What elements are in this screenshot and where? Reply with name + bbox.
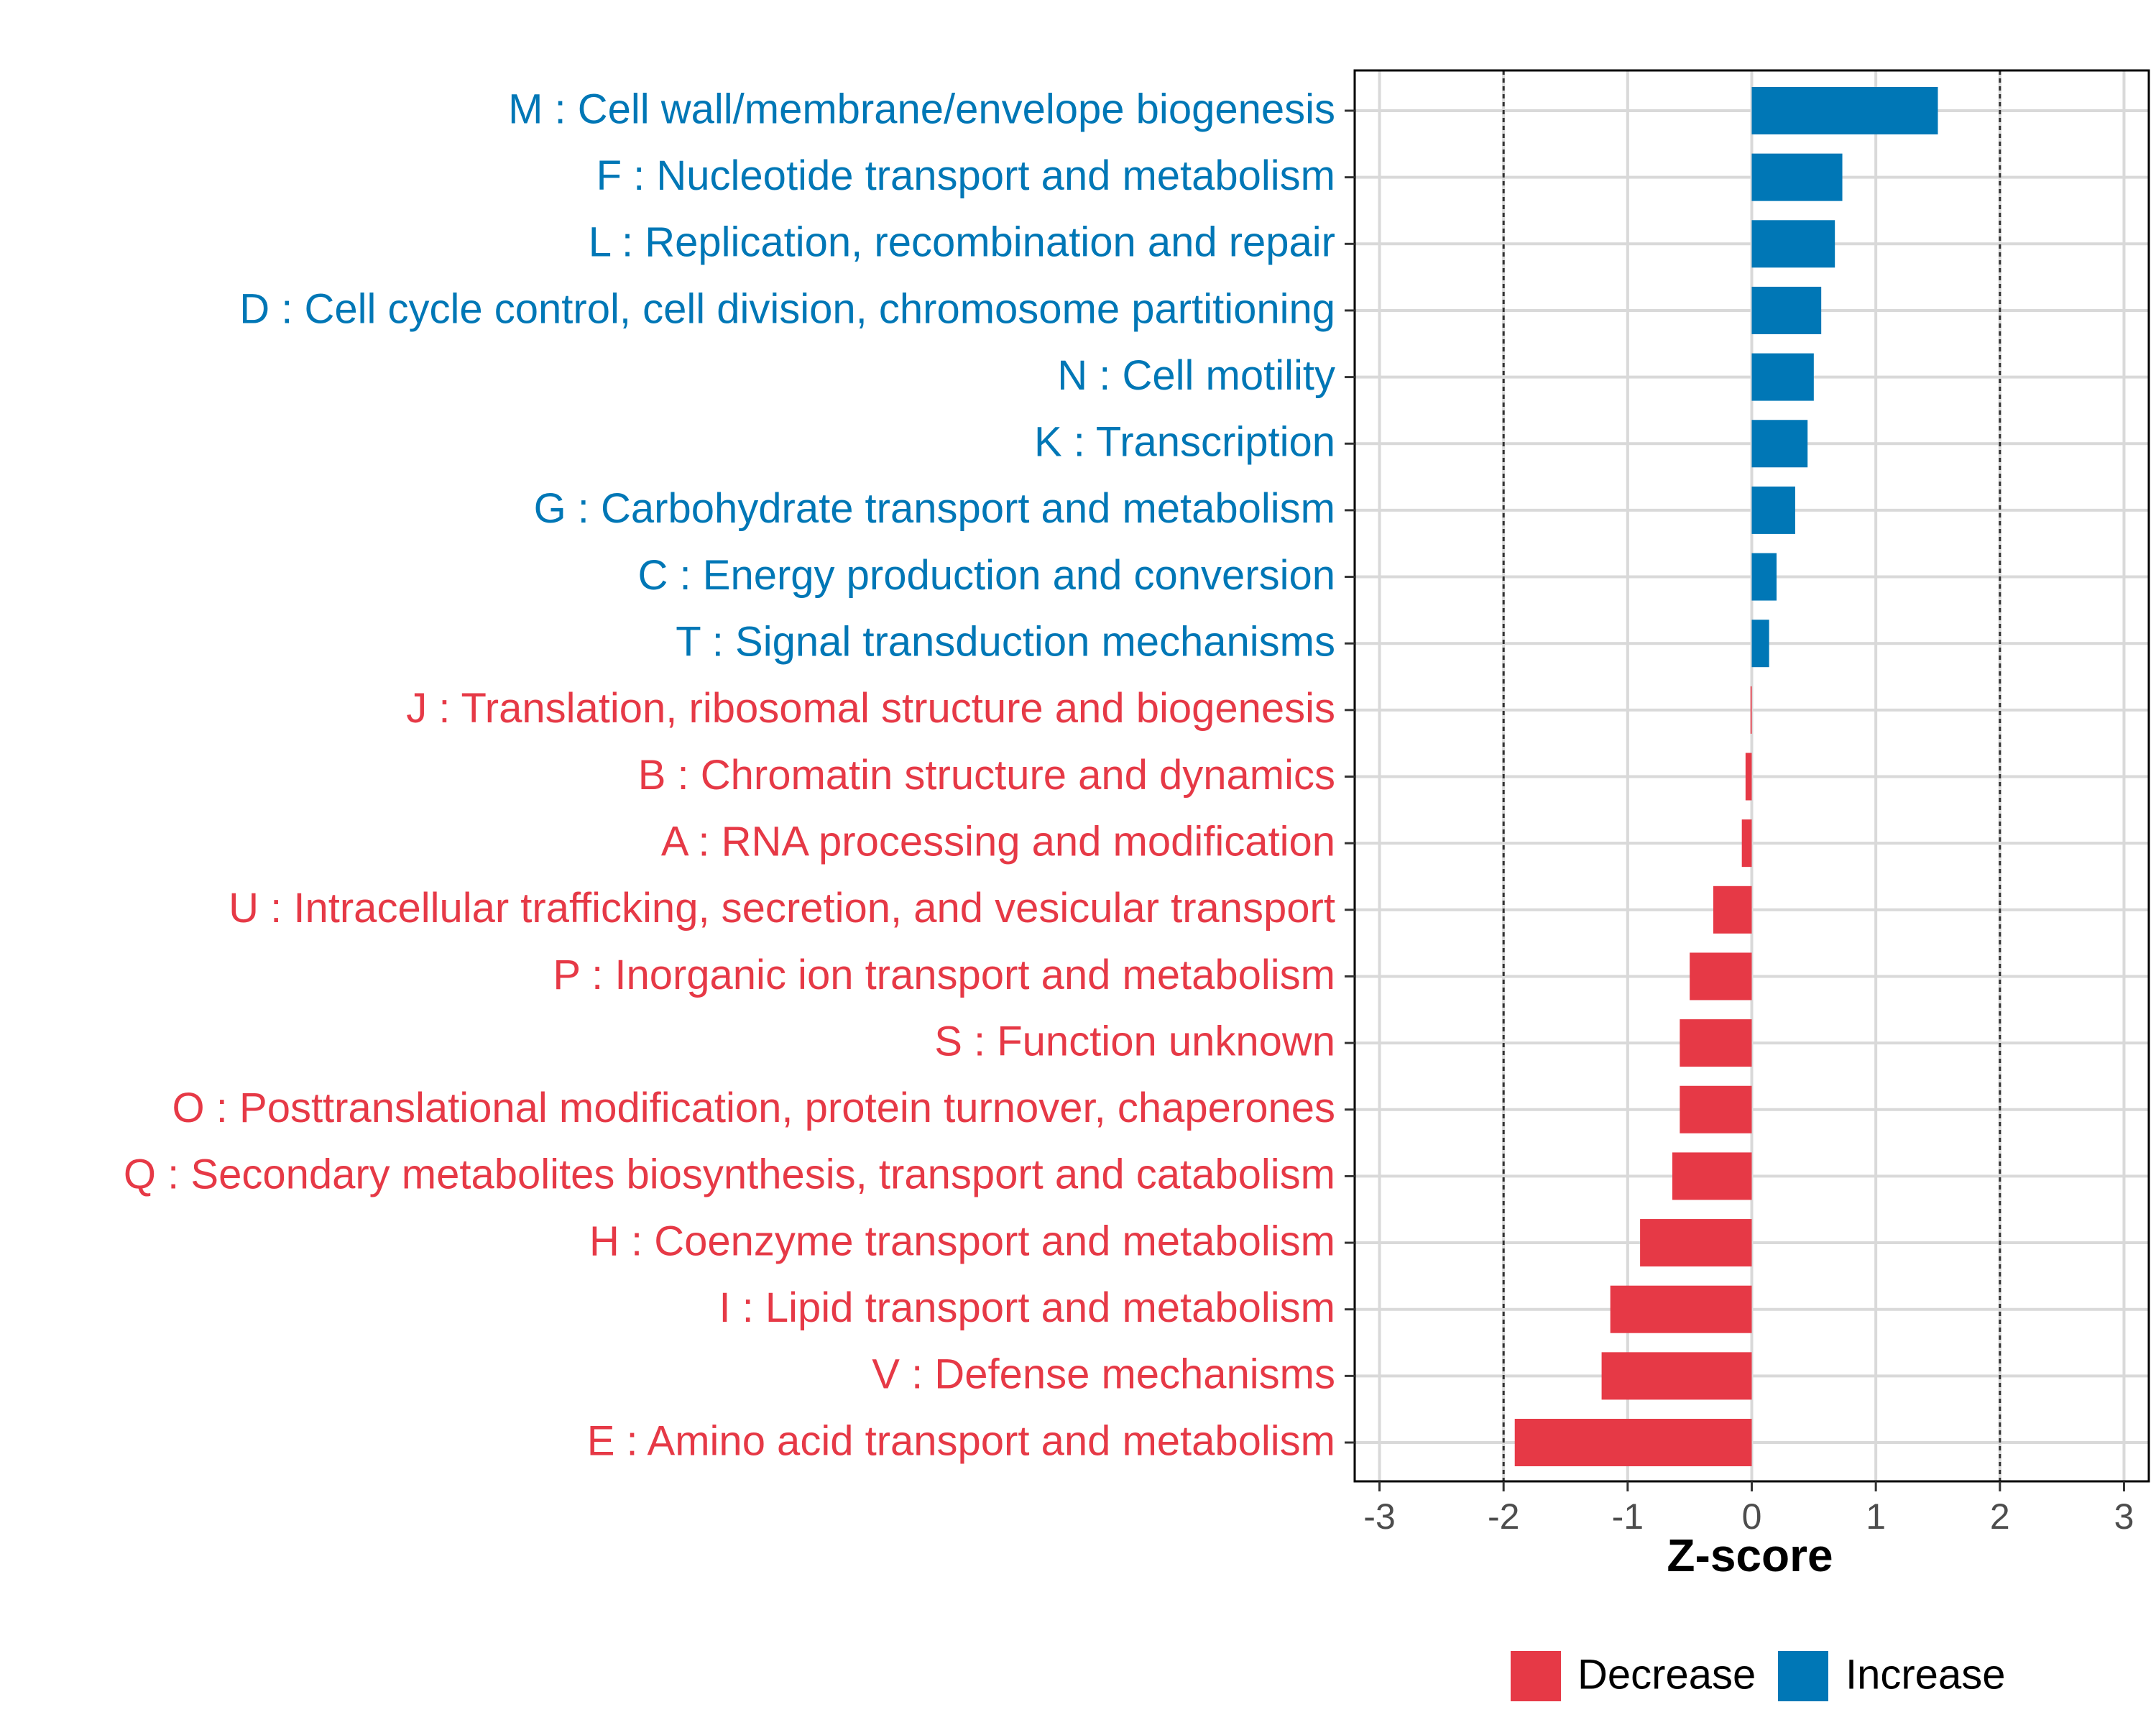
- category-label: N : Cell motility: [1057, 352, 1335, 399]
- category-label: V : Defense mechanisms: [872, 1351, 1335, 1398]
- bars: [1514, 87, 1938, 1466]
- x-tick-label: -2: [1488, 1496, 1519, 1537]
- bar: [1751, 220, 1835, 268]
- bar: [1514, 1419, 1752, 1466]
- x-tick-label: -3: [1363, 1496, 1395, 1537]
- bar: [1672, 1152, 1752, 1200]
- category-label: F : Nucleotide transport and metabolism: [596, 152, 1335, 199]
- bar: [1690, 952, 1752, 1000]
- category-label: E : Amino acid transport and metabolism: [587, 1417, 1335, 1464]
- category-label: T : Signal transduction mechanisms: [676, 619, 1335, 666]
- category-label: L : Replication, recombination and repai…: [589, 219, 1335, 266]
- bar: [1601, 1352, 1752, 1400]
- bar: [1741, 819, 1752, 868]
- bar: [1751, 87, 1938, 134]
- category-label: A : RNA processing and modification: [661, 818, 1335, 865]
- bar: [1751, 353, 1814, 401]
- category-label: U : Intracellular trafficking, secretion…: [229, 885, 1335, 932]
- bar: [1751, 486, 1795, 534]
- category-label: O : Posttranslational modification, prot…: [172, 1085, 1335, 1131]
- legend-label: Decrease: [1577, 1651, 1756, 1698]
- x-axis-ticks: -3 -2 -1 0 1 2 3: [1363, 1481, 2134, 1537]
- bar: [1750, 686, 1752, 734]
- bar: [1713, 886, 1752, 934]
- category-label: C : Energy production and conversion: [638, 552, 1335, 599]
- bar: [1751, 553, 1777, 601]
- category-labels: M : Cell wall/membrane/envelope biogenes…: [124, 86, 1335, 1464]
- x-tick-label: 3: [2114, 1496, 2134, 1537]
- category-label: H : Coenzyme transport and metabolism: [589, 1218, 1335, 1264]
- category-label: P : Inorganic ion transport and metaboli…: [553, 952, 1335, 998]
- x-tick-label: -1: [1612, 1496, 1644, 1537]
- y-axis-ticks: [1345, 109, 1355, 1444]
- bar: [1751, 620, 1769, 668]
- category-label: J : Translation, ribosomal structure and…: [406, 685, 1335, 732]
- category-label: G : Carbohydrate transport and metabolis…: [534, 485, 1335, 532]
- bar: [1751, 420, 1808, 468]
- legend-label: Increase: [1846, 1651, 2005, 1698]
- reference-lines: [1502, 70, 2001, 1481]
- bar: [1751, 286, 1822, 334]
- legend-swatch: [1511, 1651, 1561, 1701]
- bar: [1680, 1019, 1752, 1067]
- x-tick-label: 0: [1742, 1496, 1762, 1537]
- bar: [1640, 1219, 1752, 1267]
- category-label: K : Transcription: [1034, 419, 1335, 466]
- category-label: B : Chromatin structure and dynamics: [638, 752, 1335, 799]
- bar: [1745, 753, 1752, 801]
- bar: [1680, 1085, 1752, 1133]
- category-label: I : Lipid transport and metabolism: [719, 1284, 1335, 1331]
- category-label: S : Function unknown: [934, 1018, 1335, 1064]
- category-label: D : Cell cycle control, cell division, c…: [239, 285, 1335, 332]
- category-label: M : Cell wall/membrane/envelope biogenes…: [508, 86, 1335, 132]
- bar: [1751, 153, 1843, 201]
- bar: [1610, 1285, 1752, 1333]
- x-tick-label: 1: [1866, 1496, 1886, 1537]
- x-axis-title: Z-score: [1667, 1530, 1833, 1581]
- x-tick-label: 2: [1990, 1496, 2010, 1537]
- legend-swatch: [1778, 1651, 1828, 1701]
- category-label: Q : Secondary metabolites biosynthesis, …: [124, 1151, 1335, 1198]
- legend: Decrease Increase: [1511, 1651, 2005, 1701]
